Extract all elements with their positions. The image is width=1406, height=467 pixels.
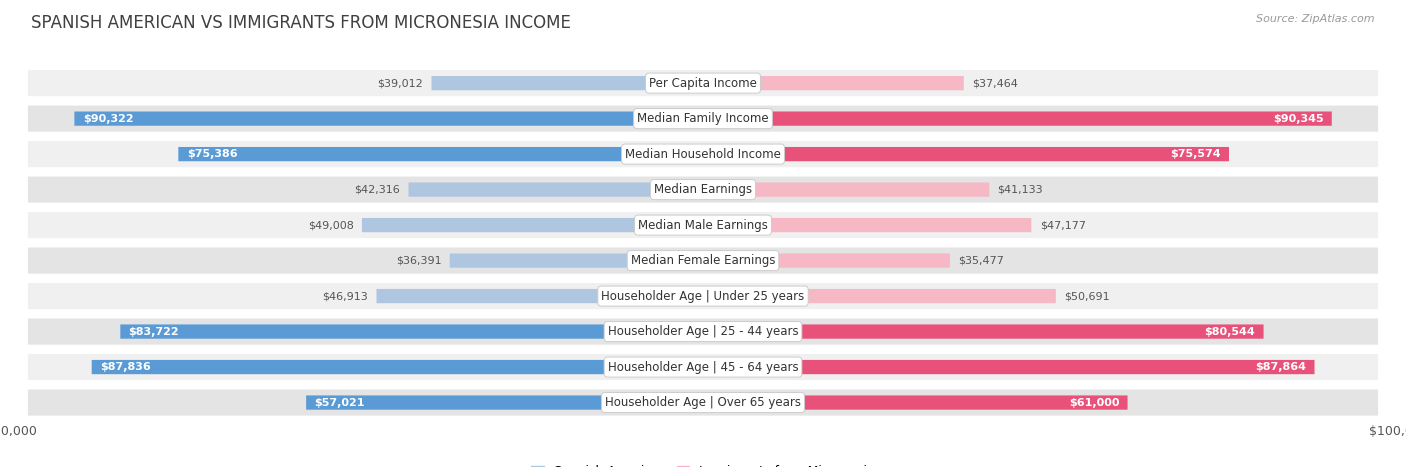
Text: $46,913: $46,913 — [322, 291, 368, 301]
Text: $49,008: $49,008 — [308, 220, 353, 230]
FancyBboxPatch shape — [703, 325, 1264, 339]
FancyBboxPatch shape — [703, 360, 1315, 374]
FancyBboxPatch shape — [28, 248, 1378, 274]
Text: $80,544: $80,544 — [1205, 326, 1256, 337]
Text: $61,000: $61,000 — [1069, 397, 1119, 408]
FancyBboxPatch shape — [28, 212, 1378, 238]
Text: $41,133: $41,133 — [998, 184, 1043, 195]
FancyBboxPatch shape — [377, 289, 703, 303]
Text: $50,691: $50,691 — [1064, 291, 1109, 301]
Text: $87,836: $87,836 — [100, 362, 150, 372]
Text: $39,012: $39,012 — [377, 78, 423, 88]
Text: Householder Age | Over 65 years: Householder Age | Over 65 years — [605, 396, 801, 409]
Text: $42,316: $42,316 — [354, 184, 401, 195]
FancyBboxPatch shape — [28, 283, 1378, 309]
Text: $47,177: $47,177 — [1039, 220, 1085, 230]
Text: Householder Age | Under 25 years: Householder Age | Under 25 years — [602, 290, 804, 303]
Text: Householder Age | 25 - 44 years: Householder Age | 25 - 44 years — [607, 325, 799, 338]
Text: SPANISH AMERICAN VS IMMIGRANTS FROM MICRONESIA INCOME: SPANISH AMERICAN VS IMMIGRANTS FROM MICR… — [31, 14, 571, 32]
Text: Median Earnings: Median Earnings — [654, 183, 752, 196]
FancyBboxPatch shape — [28, 70, 1378, 96]
FancyBboxPatch shape — [432, 76, 703, 90]
Text: $57,021: $57,021 — [315, 397, 366, 408]
FancyBboxPatch shape — [75, 112, 703, 126]
FancyBboxPatch shape — [307, 396, 703, 410]
FancyBboxPatch shape — [703, 112, 1331, 126]
FancyBboxPatch shape — [450, 254, 703, 268]
FancyBboxPatch shape — [28, 389, 1378, 416]
Text: $37,464: $37,464 — [972, 78, 1018, 88]
FancyBboxPatch shape — [703, 76, 963, 90]
Text: Per Capita Income: Per Capita Income — [650, 77, 756, 90]
FancyBboxPatch shape — [28, 354, 1378, 380]
FancyBboxPatch shape — [28, 177, 1378, 203]
Text: Householder Age | 45 - 64 years: Householder Age | 45 - 64 years — [607, 361, 799, 374]
FancyBboxPatch shape — [28, 106, 1378, 132]
Text: $35,477: $35,477 — [959, 255, 1004, 266]
Text: $75,386: $75,386 — [187, 149, 238, 159]
FancyBboxPatch shape — [409, 183, 703, 197]
FancyBboxPatch shape — [361, 218, 703, 232]
FancyBboxPatch shape — [28, 141, 1378, 167]
Text: Median Family Income: Median Family Income — [637, 112, 769, 125]
Text: $87,864: $87,864 — [1256, 362, 1306, 372]
FancyBboxPatch shape — [28, 318, 1378, 345]
Text: Median Female Earnings: Median Female Earnings — [631, 254, 775, 267]
Text: $83,722: $83,722 — [129, 326, 180, 337]
FancyBboxPatch shape — [703, 147, 1229, 161]
Legend: Spanish American, Immigrants from Micronesia: Spanish American, Immigrants from Micron… — [531, 465, 875, 467]
Text: $90,322: $90,322 — [83, 113, 134, 124]
Text: Source: ZipAtlas.com: Source: ZipAtlas.com — [1257, 14, 1375, 24]
Text: $36,391: $36,391 — [395, 255, 441, 266]
FancyBboxPatch shape — [91, 360, 703, 374]
FancyBboxPatch shape — [703, 218, 1032, 232]
FancyBboxPatch shape — [121, 325, 703, 339]
Text: Median Household Income: Median Household Income — [626, 148, 780, 161]
Text: $90,345: $90,345 — [1272, 113, 1323, 124]
FancyBboxPatch shape — [703, 289, 1056, 303]
Text: Median Male Earnings: Median Male Earnings — [638, 219, 768, 232]
FancyBboxPatch shape — [179, 147, 703, 161]
Text: $75,574: $75,574 — [1170, 149, 1220, 159]
FancyBboxPatch shape — [703, 396, 1128, 410]
FancyBboxPatch shape — [703, 183, 990, 197]
FancyBboxPatch shape — [703, 254, 950, 268]
